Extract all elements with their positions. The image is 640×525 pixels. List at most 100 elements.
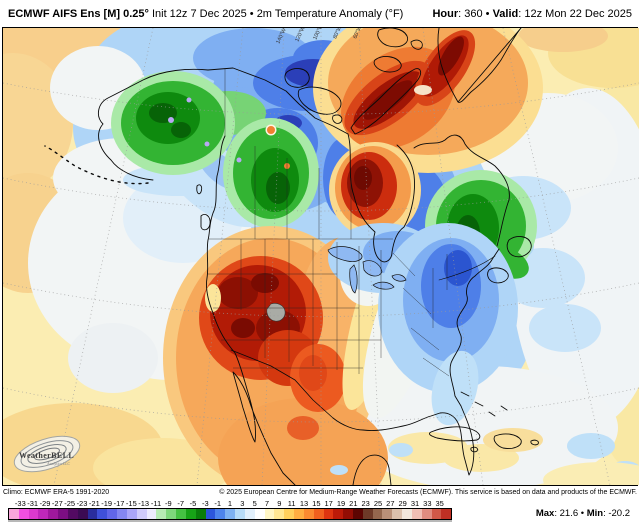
colorbar-tick-label: 13 bbox=[299, 499, 309, 508]
lon-label-60w: 60°W bbox=[352, 28, 363, 40]
colorbar-segment bbox=[67, 509, 78, 519]
colorbar-segment bbox=[362, 509, 373, 519]
east-us-cold-anomaly bbox=[328, 223, 518, 426]
colorbar-segment bbox=[225, 509, 236, 519]
colorbar-tick-label: 35 bbox=[435, 499, 444, 508]
graticule bbox=[3, 28, 639, 485]
colorbar-segment bbox=[97, 509, 108, 519]
model-name: ECMWF AIFS Ens [M] 0.25° bbox=[8, 7, 149, 20]
colorbar-tick-label: -1 bbox=[214, 499, 221, 508]
colorbar-segment bbox=[431, 509, 442, 519]
valid-label: Valid bbox=[492, 7, 519, 20]
colorbar-tick-label: -21 bbox=[88, 499, 100, 508]
colorbar-tick-label: 15 bbox=[312, 499, 321, 508]
coastlines bbox=[44, 28, 539, 485]
colorbar-segment bbox=[294, 509, 304, 519]
political-borders bbox=[208, 68, 450, 377]
colorbar-segment bbox=[274, 509, 285, 519]
colorbar-tick-label: -5 bbox=[189, 499, 197, 508]
colorbar-segment bbox=[313, 509, 324, 519]
max-min-readout: Max: 21.6 • Min: -20.2 bbox=[536, 508, 630, 519]
colorbar-tick-label: -3 bbox=[201, 499, 209, 508]
colorbar-tick-label: -7 bbox=[177, 499, 184, 508]
attribution-strip: Climo: ECMWF ERA-5 1991-2020 © 2025 Euro… bbox=[0, 486, 640, 498]
colorbar-segment bbox=[126, 509, 137, 519]
colorbar-tick-label: -19 bbox=[101, 499, 113, 508]
colorbar-tick-label: 1 bbox=[227, 499, 233, 508]
lon-label-80w: 80°W bbox=[332, 28, 343, 40]
map-title: ECMWF AIFS Ens [M] 0.25° Init 12z 7 Dec … bbox=[8, 8, 403, 20]
max-label: Max bbox=[535, 508, 555, 519]
colorbar-tick-label: -9 bbox=[164, 499, 172, 508]
weatherbell-logo: WeatherBELL Analytics LLC bbox=[13, 435, 81, 473]
colorbar-tick-label: -17 bbox=[113, 499, 125, 508]
colorbar-segment bbox=[441, 509, 452, 519]
colorbar-segment bbox=[323, 509, 334, 519]
colorbar-segment bbox=[77, 509, 88, 519]
min-value: : -20.2 bbox=[603, 508, 630, 519]
colorbar-tick-label: 27 bbox=[386, 499, 395, 508]
logo-tagline: Analytics LLC bbox=[46, 461, 70, 466]
valid-time: Hour: 360 • Valid: 12z Mon 22 Dec 2025 bbox=[432, 8, 632, 20]
colorbar-tick-label: -15 bbox=[125, 499, 137, 508]
logo-brand: WeatherBELL bbox=[19, 451, 74, 460]
colorbar-segment bbox=[87, 509, 98, 519]
colorbar-tick-label: -25 bbox=[64, 499, 76, 508]
colorbar-tick-label: 25 bbox=[373, 499, 383, 508]
great-lakes bbox=[327, 246, 407, 294]
init-and-parameter: Init 12z 7 Dec 2025 • 2m Temperature Ano… bbox=[148, 7, 404, 20]
colorbar-tick-label: -23 bbox=[76, 499, 88, 508]
colorbar-segment bbox=[38, 509, 49, 519]
weather-map: 140°W 120°W 100°W 80°W 60°W WeatherBELL … bbox=[3, 28, 639, 485]
colorbar-segment bbox=[264, 509, 275, 519]
colorbar-segment bbox=[411, 509, 422, 519]
max-value: : 21.6 • bbox=[554, 508, 587, 519]
colorbar-tick-label: 29 bbox=[398, 499, 407, 508]
colorbar-tick-label: 5 bbox=[252, 499, 257, 508]
colorbar-tick-label: -13 bbox=[138, 499, 150, 508]
colorbar-segment bbox=[166, 509, 177, 519]
colorbar-tick-label: 21 bbox=[349, 499, 358, 508]
colorbar-segment bbox=[244, 509, 255, 519]
colorbar-segment bbox=[392, 509, 403, 519]
header-bar: ECMWF AIFS Ens [M] 0.25° Init 12z 7 Dec … bbox=[0, 0, 640, 27]
hour-value: : 360 • bbox=[458, 7, 493, 20]
copyright-note: © 2025 European Centre for Medium-Range … bbox=[219, 489, 637, 496]
colorbar-segment bbox=[372, 509, 383, 519]
colorbar-segment bbox=[382, 509, 393, 519]
min-label: Min bbox=[586, 508, 604, 519]
colorbar-ticks: -33 -31 -29 -27 -25 -23 -21 -19 -17 -15 -13 -11 -9 -7… bbox=[8, 499, 452, 508]
colorbar-tick-label: -29 bbox=[39, 499, 51, 508]
colorbar-segment bbox=[156, 509, 167, 519]
hudson-bay-warm-blob bbox=[329, 142, 421, 238]
colorbar-segment bbox=[421, 509, 432, 519]
colorbar-tick-label: 31 bbox=[410, 499, 420, 508]
arctic-warm-anomaly bbox=[313, 28, 543, 173]
colorbar-tick-label: 19 bbox=[336, 499, 346, 508]
colorbar-segment bbox=[303, 509, 314, 519]
hour-label: Hour bbox=[432, 7, 459, 20]
colorbar-segment bbox=[235, 509, 245, 519]
colorbar-segment bbox=[284, 509, 295, 519]
colorbar-tick-label: -11 bbox=[150, 499, 162, 508]
colorbar-segment bbox=[185, 509, 196, 519]
colorbar-segment bbox=[28, 509, 39, 519]
colorbar-segment bbox=[18, 509, 29, 519]
colorbar-tick-label: 7 bbox=[264, 499, 270, 508]
colorbar-segment bbox=[215, 509, 226, 519]
colorbar-tick-label: 33 bbox=[423, 499, 432, 508]
valid-value: : 12z Mon 22 Dec 2025 bbox=[518, 7, 632, 20]
colorbar-tick-label: 23 bbox=[361, 499, 370, 508]
colorbar-tick-label: 3 bbox=[240, 499, 245, 508]
map-frame: 140°W 120°W 100°W 80°W 60°W WeatherBELL … bbox=[2, 27, 639, 486]
colorbar-segment bbox=[333, 509, 344, 519]
colorbar-segment bbox=[107, 509, 118, 519]
colorbar-segment bbox=[402, 509, 412, 519]
colorbar-segment bbox=[58, 509, 68, 519]
colorbar-segments bbox=[8, 508, 452, 520]
colorbar-block: -33 -31 -29 -27 -25 -23 -21 -19 -17 -15 -13 -11 -9 -7… bbox=[8, 499, 640, 525]
colorbar-segment bbox=[176, 509, 186, 519]
colorbar-segment bbox=[136, 509, 147, 519]
colorbar-segment bbox=[343, 509, 353, 519]
